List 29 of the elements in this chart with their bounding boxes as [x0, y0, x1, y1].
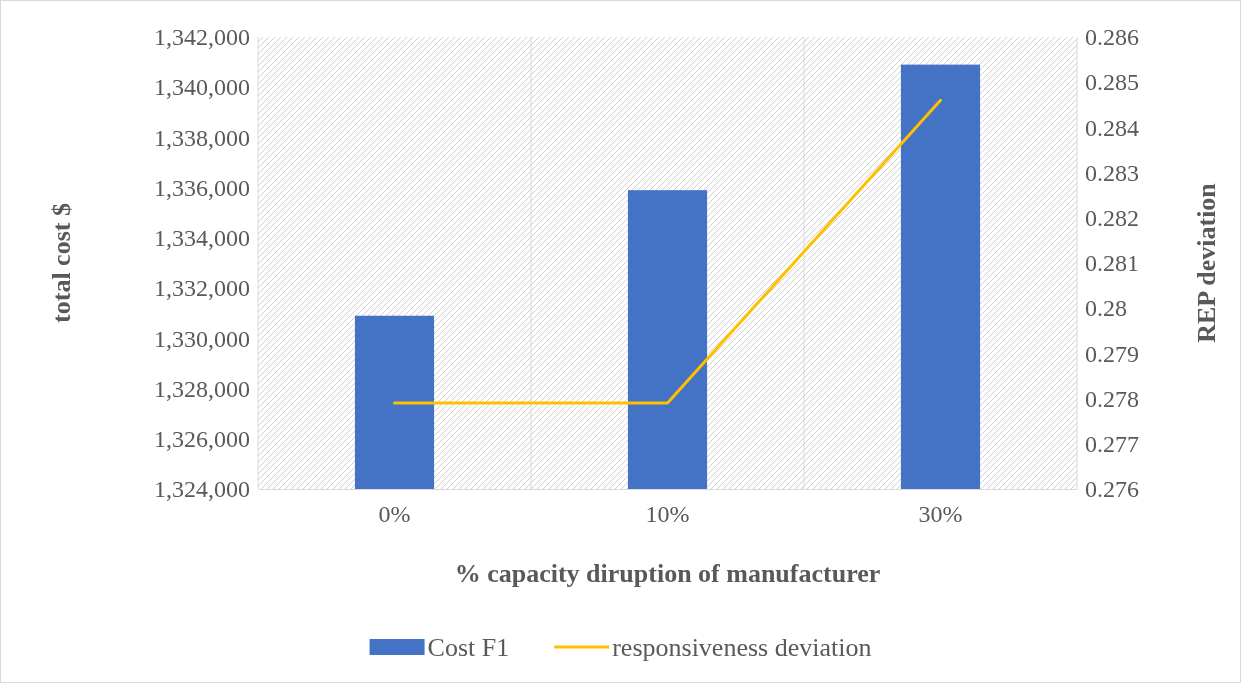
y2-axis-title: REP deviation — [1192, 182, 1221, 343]
y2-tick-label: 0.281 — [1085, 250, 1139, 277]
x-axis-title: % capacity diruption of manufacturer — [454, 559, 881, 588]
x-tick-label: 0% — [378, 501, 411, 528]
y-axis-title: total cost $ — [47, 203, 76, 323]
y-tick-label: 1,328,000 — [154, 375, 250, 402]
y-tick-label: 1,326,000 — [154, 425, 250, 452]
y-tick-label: 1,342,000 — [154, 24, 250, 51]
y-tick-label: 1,332,000 — [154, 275, 250, 302]
legend-label: responsiveness deviation — [612, 633, 872, 662]
y-tick-label: 1,330,000 — [154, 325, 250, 352]
x-tick-label: 10% — [645, 501, 690, 528]
y-tick-label: 1,334,000 — [154, 225, 250, 252]
y2-tick-label: 0.276 — [1085, 476, 1139, 503]
y2-tick-label: 0.28 — [1085, 295, 1127, 322]
y2-tick-label: 0.286 — [1085, 24, 1139, 51]
y2-tick-label: 0.284 — [1085, 114, 1139, 141]
y-tick-label: 1,340,000 — [154, 74, 250, 101]
y2-tick-label: 0.282 — [1085, 204, 1139, 231]
x-tick-label: 30% — [918, 501, 963, 528]
y-tick-label: 1,324,000 — [154, 476, 250, 503]
y2-tick-label: 0.278 — [1085, 385, 1139, 412]
y2-tick-label: 0.279 — [1085, 340, 1139, 367]
y2-tick-label: 0.277 — [1085, 430, 1139, 457]
legend-label: Cost F1 — [427, 633, 510, 662]
y-tick-label: 1,336,000 — [154, 174, 250, 201]
y2-tick-label: 0.285 — [1085, 69, 1139, 96]
y-tick-label: 1,338,000 — [154, 124, 250, 151]
y2-tick-label: 0.283 — [1085, 159, 1139, 186]
